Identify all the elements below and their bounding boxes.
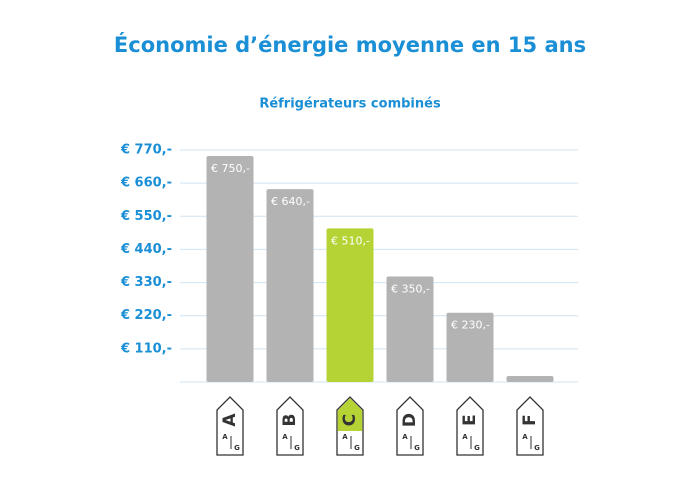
scale-label: A [462,433,468,441]
bar [446,312,494,382]
energy-label-shape [516,396,544,456]
y-tick-label: € 770,- [120,143,172,158]
y-tick-label: € 220,- [120,308,172,323]
x-tick-label: B [280,414,300,427]
value-label: € 230,- [451,319,490,332]
chart-subtitle: Réfrigérateurs combinés [259,97,441,112]
energy-label: BAG [276,396,304,456]
value-label: € 750,- [211,162,250,175]
scale-label: A [222,433,228,441]
y-tick-label: € 550,- [120,209,172,224]
scale-label: G [294,444,300,452]
energy-label-shape [396,396,424,456]
scale-label: A [282,433,288,441]
energy-label: EAG [456,396,484,456]
x-tick-label: D [400,413,420,427]
energy-label: AAG [216,396,244,456]
energy-label: FAG [516,396,544,456]
energy-label: DAG [396,396,424,456]
energy-label-highlight [337,398,363,431]
bar [386,276,434,382]
x-tick-label: C [340,414,360,426]
x-tick-label: F [520,414,540,426]
scale-label: A [522,433,528,441]
scale-label: G [474,444,480,452]
x-tick-label: A [220,413,240,427]
energy-label-shape [276,396,304,456]
bar [206,156,254,382]
value-label: € 350,- [391,283,430,296]
scale-label: A [402,433,408,441]
bar [506,375,554,382]
scale-label: G [534,444,540,452]
scale-label: A [342,433,348,441]
scale-label: G [414,444,420,452]
energy-label-shape [216,396,244,456]
scale-label: G [234,444,240,452]
y-tick-label: € 110,- [120,341,172,356]
bar [326,228,374,382]
value-label: € 640,- [271,195,310,208]
y-tick-label: € 660,- [120,176,172,191]
bar [266,189,314,382]
value-label: € 510,- [331,234,370,247]
scale-label: G [354,444,360,452]
x-tick-label: E [460,414,480,426]
y-tick-label: € 440,- [120,242,172,257]
energy-label: CAG [336,396,364,456]
energy-label-shape [456,396,484,456]
y-tick-label: € 330,- [120,275,172,290]
chart-title: Économie d’énergie moyenne en 15 ans [114,32,586,57]
